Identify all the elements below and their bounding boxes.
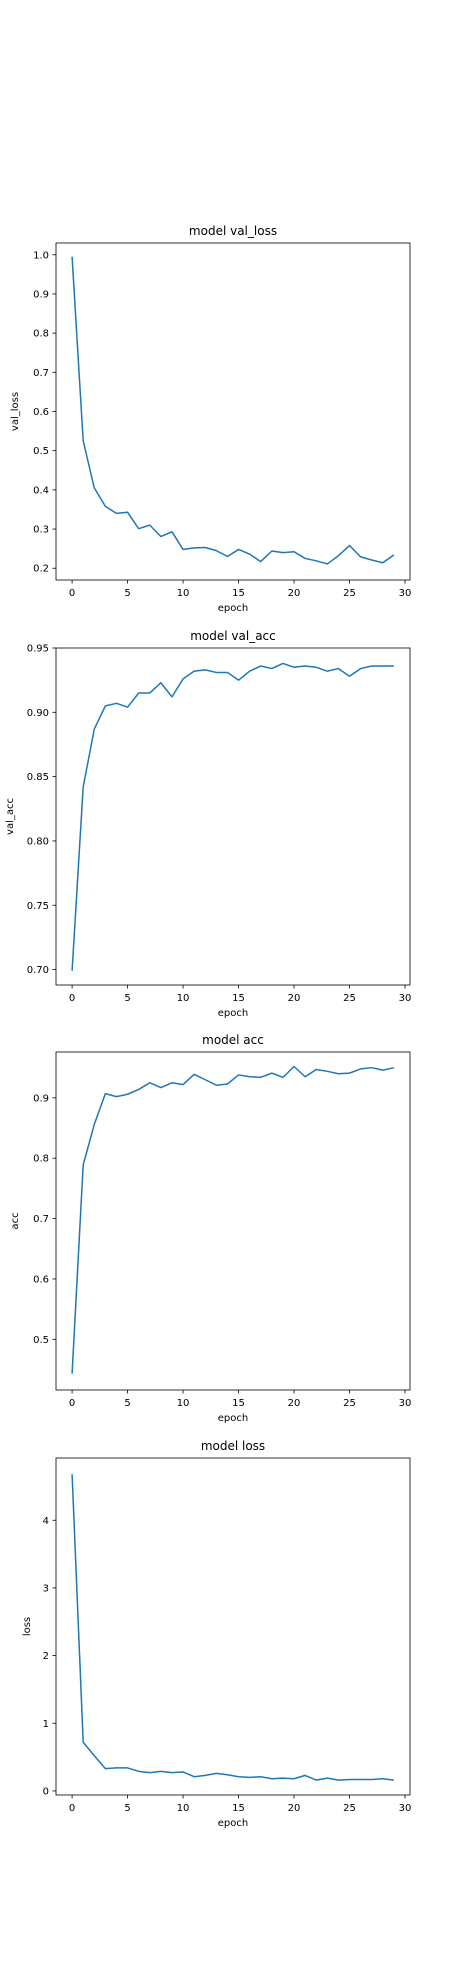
x-tick-label: 30: [399, 1398, 412, 1409]
chart-2: model acc 0 5 10 15 20 25 30 0.5 0.6 0.7 0.8 0.9 epoc…: [10, 1033, 411, 1424]
y-tick-label: 0.6: [33, 1274, 49, 1285]
y-tick-label: 0.9: [33, 1093, 49, 1104]
x-tick-label: 15: [232, 588, 245, 599]
x-tick-label: 10: [177, 588, 190, 599]
chart-title: model val_loss: [189, 224, 277, 238]
y-tick-label: 0.8: [33, 329, 49, 340]
y-axis-label: val_loss: [10, 392, 21, 431]
y-tick-label: 4: [43, 1516, 49, 1527]
x-tick-label: 5: [124, 993, 130, 1004]
x-tick-label: 25: [343, 993, 356, 1004]
x-tick-label: 20: [288, 588, 301, 599]
y-tick-label: 0.95: [27, 644, 49, 655]
x-tick-label: 15: [232, 1398, 245, 1409]
x-tick-label: 0: [69, 588, 75, 599]
y-tick-label: 0.4: [33, 485, 49, 496]
series-line: [71, 662, 394, 971]
x-tick-label: 20: [288, 1803, 301, 1814]
y-tick-label: 0.80: [27, 836, 49, 847]
x-tick-label: 15: [232, 1803, 245, 1814]
y-tick-label: 0.8: [33, 1154, 49, 1165]
series-line: [71, 1474, 395, 1781]
y-tick-label: 1.0: [33, 250, 49, 261]
series-line: [71, 256, 395, 565]
x-tick-label: 5: [124, 1398, 130, 1409]
y-tick-label: 0.70: [27, 965, 49, 976]
y-tick-label: 3: [43, 1583, 49, 1594]
chart-3: model loss 0 5 10 15 20 25 30 0 1 2 3 4 epoch loss: [22, 1439, 411, 1829]
chart-title: model loss: [201, 1439, 265, 1453]
axes-frame: [55, 647, 411, 986]
x-tick-label: 20: [288, 993, 301, 1004]
x-tick-label: 5: [124, 588, 130, 599]
chart-0: model val_loss 0 5 10 15 20 25 30 0.2 0.3 0.4 0.5 0.…: [10, 224, 411, 614]
axes-frame: [55, 1051, 411, 1391]
x-tick-label: 10: [177, 993, 190, 1004]
y-tick-label: 0.2: [33, 564, 49, 575]
x-tick-label: 25: [343, 1803, 356, 1814]
y-tick-label: 0.3: [33, 525, 49, 536]
x-tick-label: 30: [399, 1803, 412, 1814]
y-axis-label: val_acc: [5, 798, 16, 835]
series-line: [71, 1065, 395, 1374]
x-tick-label: 25: [343, 1398, 356, 1409]
y-axis-label: acc: [10, 1212, 21, 1229]
x-axis-label: epoch: [218, 603, 248, 614]
x-tick-label: 0: [69, 993, 75, 1004]
chart-title: model acc: [202, 1033, 264, 1047]
x-axis-label: epoch: [218, 1008, 248, 1019]
x-axis-label: epoch: [218, 1818, 248, 1829]
y-tick-label: 0.75: [27, 901, 49, 912]
y-tick-label: 0.85: [27, 772, 49, 783]
y-tick-label: 0.5: [33, 1335, 49, 1346]
x-tick-label: 30: [399, 588, 412, 599]
chart-title: model val_acc: [190, 629, 276, 643]
chart-1: model val_acc 0 5 10 15 20 25 30 0.70 0.75 0.80 0.8…: [5, 629, 411, 1019]
x-tick-label: 20: [288, 1398, 301, 1409]
y-axis-label: loss: [22, 1617, 33, 1636]
x-tick-label: 0: [69, 1803, 75, 1814]
axes-frame: [55, 1457, 411, 1796]
x-tick-label: 10: [177, 1398, 190, 1409]
y-tick-label: 0.6: [33, 407, 49, 418]
y-tick-label: 1: [43, 1719, 49, 1730]
x-tick-label: 25: [343, 588, 356, 599]
y-tick-label: 0: [43, 1786, 49, 1797]
x-axis-label: epoch: [218, 1413, 248, 1424]
x-tick-label: 5: [124, 1803, 130, 1814]
x-tick-label: 10: [177, 1803, 190, 1814]
y-tick-label: 0.5: [33, 446, 49, 457]
x-tick-label: 30: [399, 993, 412, 1004]
y-tick-label: 0.7: [33, 368, 49, 379]
y-tick-label: 0.90: [27, 708, 49, 719]
y-tick-label: 0.9: [33, 289, 49, 300]
x-tick-label: 0: [69, 1398, 75, 1409]
x-tick-label: 15: [232, 993, 245, 1004]
y-tick-label: 2: [43, 1651, 49, 1662]
y-tick-label: 0.7: [33, 1214, 49, 1225]
